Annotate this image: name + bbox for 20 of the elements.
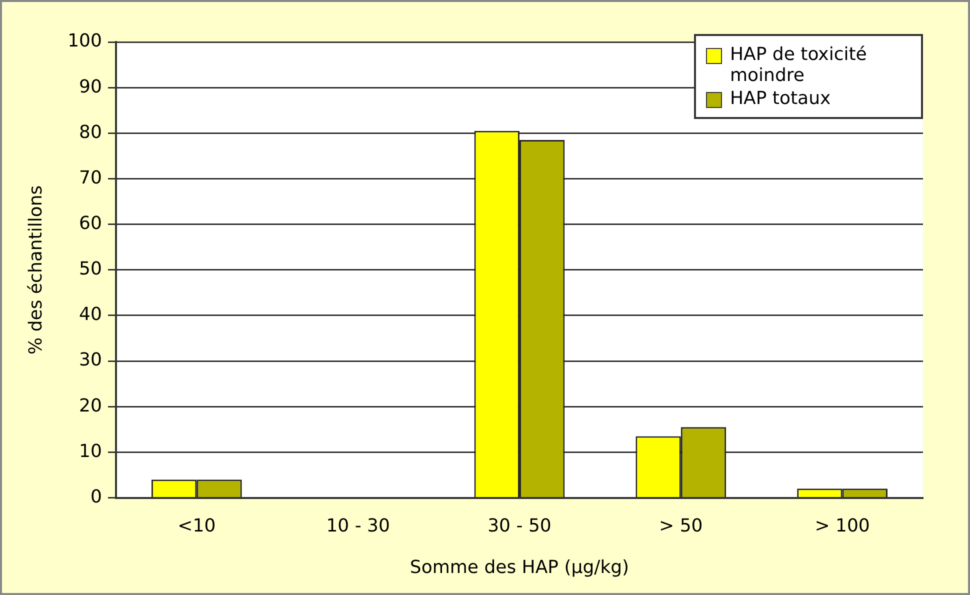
x-tick-label: 10 - 30 — [326, 515, 390, 536]
y-tick-label: 70 — [79, 167, 102, 188]
legend-label: HAP de toxicité moindre — [730, 44, 868, 86]
x-tick-label: 30 - 50 — [488, 515, 552, 536]
y-tick-label: 90 — [79, 76, 102, 98]
x-tick-label: <10 — [178, 515, 216, 536]
x-axis-title: Somme des HAP (µg/kg) — [410, 556, 630, 578]
y-tick-label: 20 — [79, 395, 102, 416]
legend-label: HAP totaux — [730, 88, 831, 109]
y-tick-label: 10 — [79, 440, 102, 462]
y-tick-label: 50 — [79, 258, 102, 280]
y-tick-label: 100 — [68, 30, 102, 52]
y-tick-label: 30 — [79, 350, 102, 371]
y-tick-label: 0 — [90, 486, 102, 508]
y-tick-label: 40 — [79, 304, 102, 326]
y-axis-title: % des échantillons — [25, 185, 46, 354]
x-tick-label: > 100 — [814, 515, 870, 536]
y-tick-label: 80 — [79, 122, 102, 143]
y-tick-label: 60 — [79, 212, 102, 234]
x-tick-label: > 50 — [659, 515, 703, 536]
